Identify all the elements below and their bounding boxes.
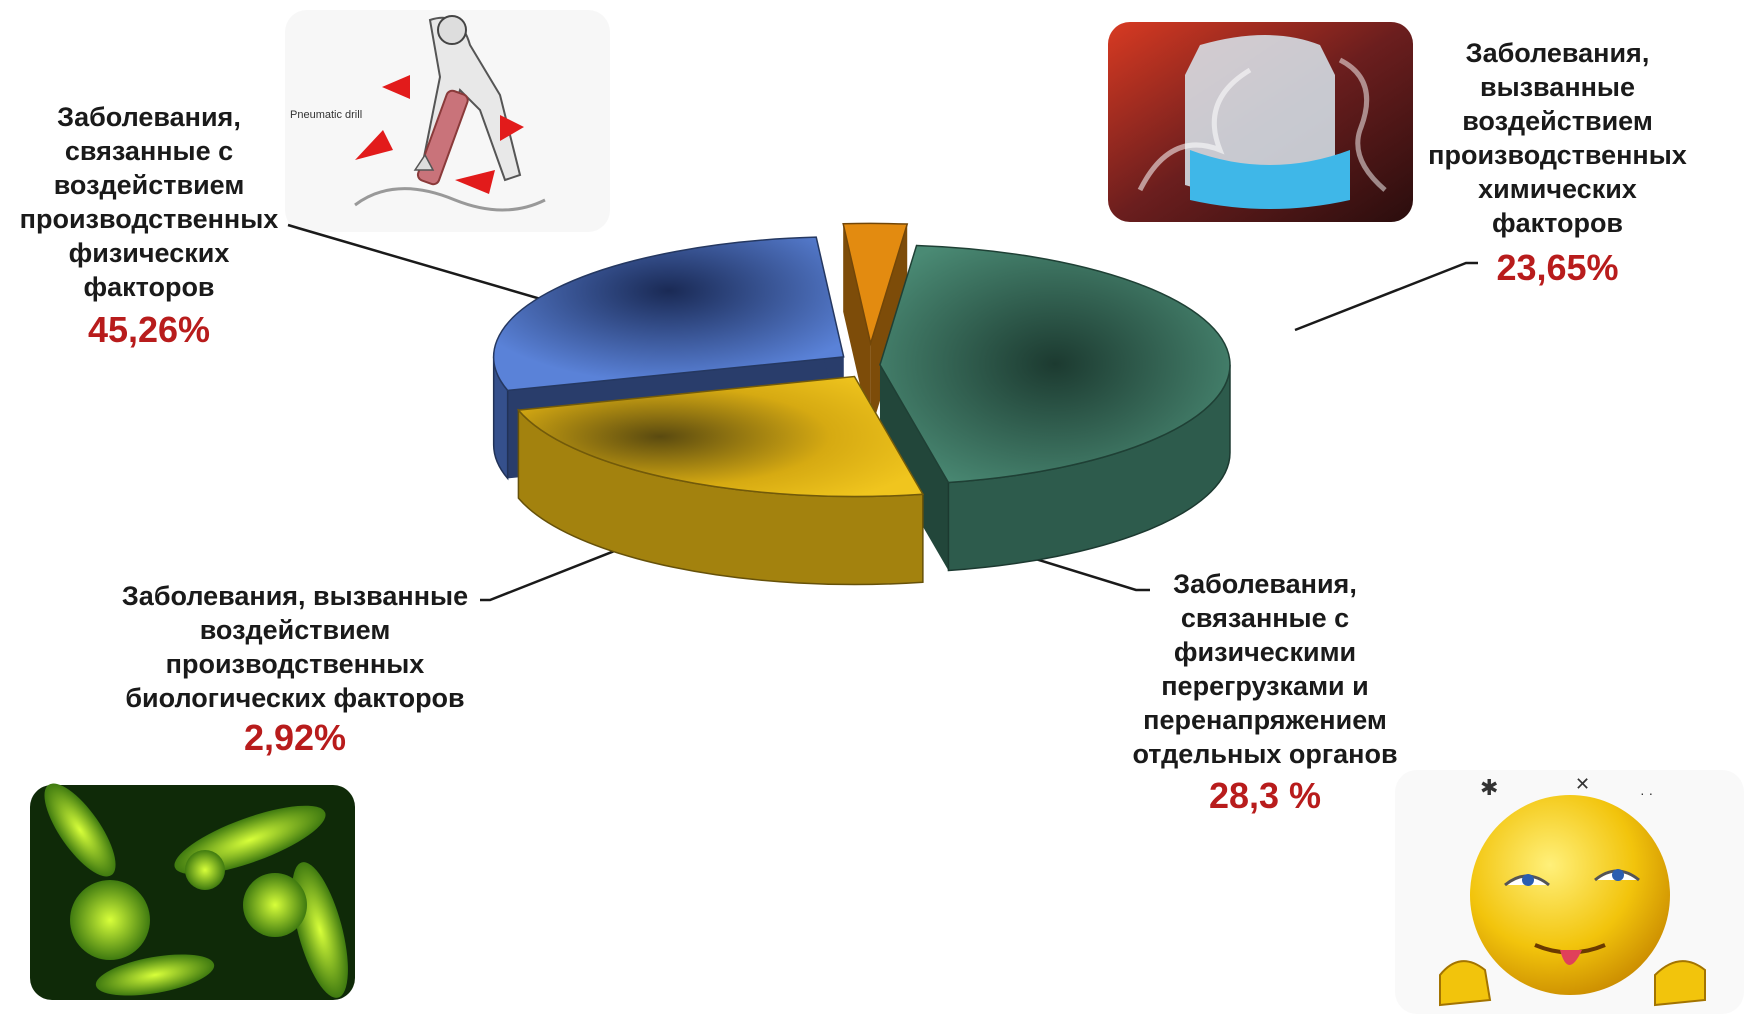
tired-smiley-picture: ✱ ✕ · · [1395, 770, 1744, 1014]
label-overload: Заболевания, связанные с физическими пер… [1132, 569, 1398, 769]
label-biological: Заболевания, вызванные воздействием прои… [121, 581, 469, 713]
label-physical: Заболевания, связанные с воздействием пр… [19, 102, 279, 302]
bacteria-picture [30, 783, 355, 1000]
svg-text:✱: ✱ [1480, 775, 1498, 800]
leader-line-physical [287, 223, 569, 309]
label-chemical: Заболевания, вызванные воздействием прои… [1428, 38, 1687, 238]
drill-caption: Pneumatic drill [290, 109, 362, 121]
pneumatic-drill-picture: Pneumatic drill [285, 10, 610, 232]
pie-slices [492, 222, 1231, 586]
pie-slice-physical [879, 244, 1231, 572]
svg-text:✕: ✕ [1575, 774, 1590, 794]
value-label-physical: 45,26% [87, 309, 211, 350]
value-label-overload: 28,3 % [1208, 775, 1322, 816]
pie-slice-chemical [516, 375, 925, 586]
leader-line-overload [999, 546, 1150, 592]
pie-slice-biological [842, 222, 909, 432]
leader-lines [287, 223, 1478, 602]
value-label-biological: 2,92% [243, 717, 347, 758]
leader-line-biological [480, 533, 656, 602]
value-label-chemical: 23,65% [1496, 247, 1619, 288]
leader-line-chemical [1294, 261, 1478, 332]
chemical-flask-picture [1108, 22, 1413, 222]
svg-text:· ·: · · [1640, 785, 1653, 801]
